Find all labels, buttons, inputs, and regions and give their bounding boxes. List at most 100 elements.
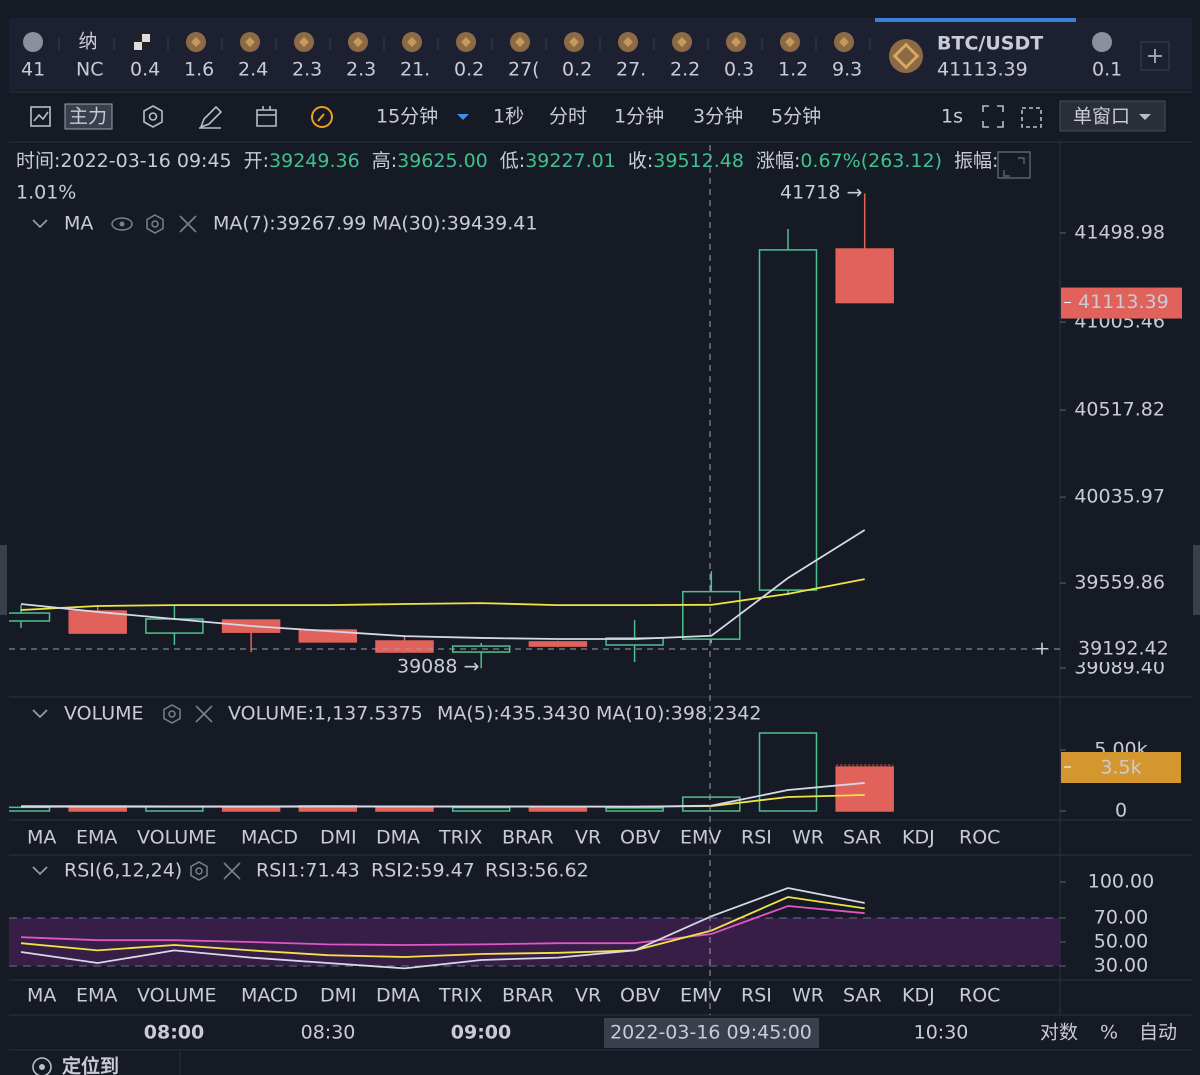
expand-icon[interactable] (997, 151, 1031, 179)
ticker-value: 2.2 (670, 59, 700, 81)
indicator-tab[interactable]: OBV (620, 985, 660, 1007)
ticker-value: 1.2 (778, 59, 808, 81)
close-icon[interactable] (195, 705, 213, 723)
volume-bar (682, 796, 741, 812)
indicator-tab[interactable]: BRAR (502, 985, 554, 1007)
settings-icon[interactable] (163, 704, 181, 724)
indicator-tab[interactable]: DMA (376, 985, 420, 1007)
indicator-tab[interactable]: VR (575, 985, 601, 1007)
indicator-tab[interactable]: EMV (680, 985, 721, 1007)
indicator-tab[interactable]: MACD (241, 985, 298, 1007)
indicator-tab[interactable]: RSI (741, 827, 772, 849)
indicator-tab[interactable]: DMI (320, 827, 357, 849)
ticker-value: 0.2 (562, 59, 592, 81)
settings-icon[interactable] (190, 861, 208, 881)
axis-control[interactable]: 对数 (1040, 1022, 1078, 1044)
y-tick-label: 41498.98 (1074, 221, 1165, 243)
plot-area (9, 193, 1060, 970)
indicator-tab[interactable]: EMA (76, 827, 117, 849)
indicator-tab[interactable]: DMA (376, 827, 420, 849)
indicator-tab[interactable]: SAR (843, 985, 882, 1007)
y-tick-label: 40035.97 (1074, 486, 1165, 508)
interval-option[interactable]: 1分钟 (614, 106, 664, 128)
layout-icon[interactable] (256, 106, 277, 127)
candle-body (682, 590, 741, 640)
indicator-tab[interactable]: SAR (843, 827, 882, 849)
indicator-tab[interactable]: KDJ (902, 985, 935, 1007)
interval-option[interactable]: 1秒 (493, 106, 524, 128)
ticker-value: 41 (21, 59, 45, 81)
indicator-tab[interactable]: VOLUME (137, 827, 217, 849)
candle-body (835, 248, 894, 304)
collapse-icon[interactable] (32, 709, 48, 719)
indicator-tab[interactable]: ROC (959, 827, 1000, 849)
interval-option[interactable]: 分时 (549, 106, 587, 128)
fullscreen-icon[interactable] (982, 105, 1004, 128)
x-tick-label: 08:00 (144, 1022, 204, 1044)
indicator-tab[interactable]: MA (27, 985, 56, 1007)
axis-control[interactable]: 自动 (1139, 1022, 1177, 1044)
volume-bar (528, 806, 588, 812)
indicator-tab[interactable]: TRIX (438, 827, 482, 849)
indicator-tab[interactable]: OBV (620, 827, 660, 849)
close-icon[interactable] (223, 862, 241, 880)
info-text: 时间:2022-03-16 09:45 (16, 150, 232, 172)
draw-icon[interactable] (199, 105, 223, 129)
add-button[interactable] (1140, 41, 1170, 71)
volume-tag-label: 3.5k (1100, 757, 1141, 779)
close-icon[interactable] (179, 215, 197, 233)
legend-name: RSI(6,12,24) (64, 860, 182, 882)
collapse-icon[interactable] (32, 219, 48, 229)
speed-label[interactable]: 1s (941, 106, 963, 128)
legend-rsi1: RSI1:71.43 (256, 860, 360, 882)
ohlc-info: 时间:2022-03-16 09:45 开:39249.36 高:39625.00 低… (16, 150, 998, 172)
side-handle[interactable] (0, 545, 7, 615)
indicator-tab[interactable]: DMI (320, 985, 357, 1007)
indicator-tab[interactable]: EMV (680, 827, 721, 849)
x-tick-label: 09:00 (451, 1022, 511, 1044)
collapse-icon[interactable] (32, 866, 48, 876)
locate-icon[interactable] (32, 1057, 52, 1075)
locate-label[interactable]: 定位到 (62, 1055, 119, 1075)
side-handle[interactable] (1193, 545, 1200, 615)
chart-type-icon[interactable] (30, 106, 51, 127)
indicator-tab[interactable]: EMA (76, 985, 117, 1007)
indicator-tab[interactable]: ROC (959, 985, 1000, 1007)
price-tag (1061, 287, 1182, 319)
y-tick-label: 30.00 (1094, 955, 1148, 977)
indicator-tab[interactable]: WR (792, 827, 824, 849)
indicator-tab[interactable]: MACD (241, 827, 298, 849)
indicator-tab[interactable]: MA (27, 827, 56, 849)
window-icon[interactable] (1021, 107, 1042, 128)
visibility-icon[interactable] (111, 217, 133, 231)
crosshair-tag (1062, 635, 1182, 662)
legend-rsi3: RSI3:56.62 (485, 860, 589, 882)
info-text: 低: (500, 150, 525, 172)
indicator-tab[interactable]: RSI (741, 985, 772, 1007)
ticker-icon (677, 37, 687, 47)
settings-icon[interactable] (143, 105, 163, 128)
settings-icon[interactable] (146, 214, 164, 234)
ticker-icon (245, 37, 255, 47)
indicator-tab[interactable]: BRAR (502, 827, 554, 849)
ticker-icon (731, 37, 741, 47)
axis-control[interactable]: % (1100, 1022, 1118, 1044)
ticker-icon (839, 37, 849, 47)
indicator-tab[interactable]: TRIX (438, 985, 482, 1007)
interval-option[interactable]: 3分钟 (693, 106, 743, 128)
y-tick-label: 39089.40 (1074, 657, 1165, 679)
settings-icon (195, 867, 203, 875)
interval-selected[interactable]: 15分钟 (376, 106, 438, 128)
indicator-icon[interactable] (311, 106, 333, 128)
info-text: 39249.36 (269, 150, 360, 172)
indicator-tab[interactable]: VR (575, 827, 601, 849)
main-label: 主力 (69, 106, 107, 128)
rsi3-line (20, 905, 865, 946)
indicator-tab[interactable]: WR (792, 985, 824, 1007)
ticker-value: 27. (616, 59, 646, 81)
indicator-tab[interactable]: VOLUME (137, 985, 217, 1007)
main-button[interactable] (64, 103, 113, 130)
interval-option[interactable]: 5分钟 (771, 106, 821, 128)
indicator-tab[interactable]: KDJ (902, 827, 935, 849)
